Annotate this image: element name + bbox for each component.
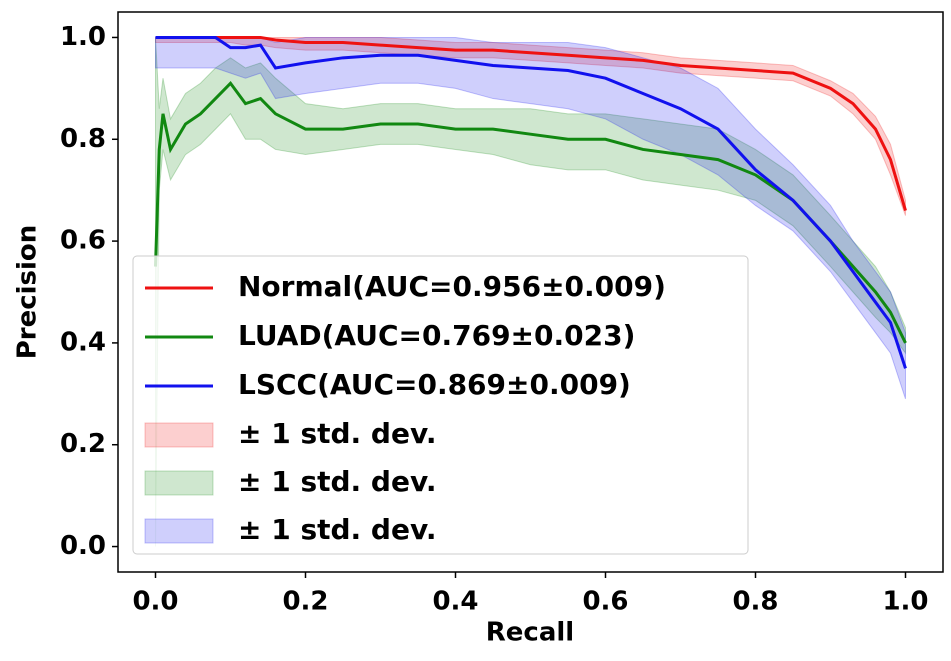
std-band: [155, 37, 906, 547]
plot-frame: [117, 11, 944, 573]
legend-label: LSCC(AUC=0.869±0.009): [238, 368, 631, 401]
y-tick-label: 0.0: [60, 531, 106, 561]
y-axis-label: Precision: [13, 225, 43, 360]
legend-label: ± 1 std. dev.: [238, 465, 437, 498]
y-tick-label: 0.4: [60, 327, 106, 357]
legend-label: ± 1 std. dev.: [238, 513, 437, 546]
y-tick-label: 0.6: [60, 226, 106, 256]
y-tick-label: 1.0: [60, 22, 106, 52]
x-tick-label: 1.0: [882, 587, 928, 617]
x-tick-label: 0.6: [582, 587, 628, 617]
x-axis-label: Recall: [486, 618, 574, 648]
legend-label: Normal(AUC=0.956±0.009): [238, 270, 666, 303]
legend-box: [132, 255, 749, 555]
pr-curve: [155, 35, 907, 369]
y-tick-label: 0.2: [60, 429, 106, 459]
legend-label: ± 1 std. dev.: [238, 417, 437, 450]
legend-patch: [144, 518, 214, 544]
x-tick-label: 0.2: [282, 587, 328, 617]
legend-patch: [144, 470, 214, 496]
x-tick-label: 0.4: [432, 587, 478, 617]
y-tick-label: 0.8: [60, 124, 106, 154]
x-tick-label: 0.8: [732, 587, 778, 617]
legend-patch: [144, 422, 214, 448]
x-tick-label: 0.0: [132, 587, 178, 617]
legend-label: LUAD(AUC=0.769±0.023): [238, 319, 635, 352]
